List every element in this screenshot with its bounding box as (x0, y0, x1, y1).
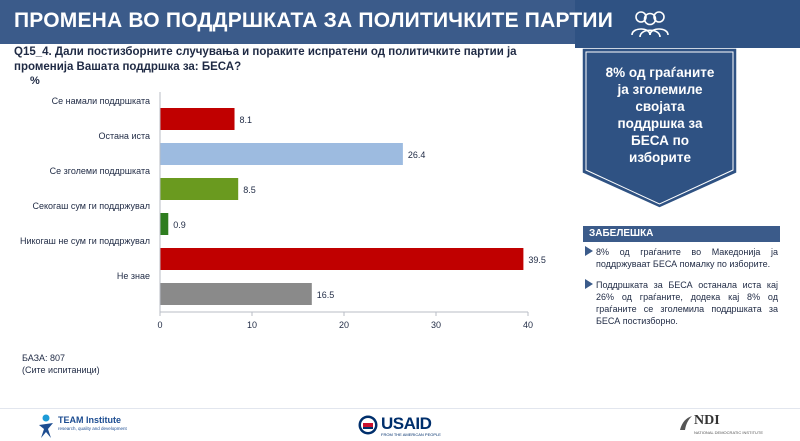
title-band-accent (575, 0, 800, 48)
x-tick-label: 20 (339, 320, 349, 330)
note-list: 8% од граѓаните во Македонија ја поддржу… (583, 246, 778, 336)
usaid-tagline: FROM THE AMERICAN PEOPLE (381, 432, 441, 437)
arrow-bullet-icon (585, 279, 593, 289)
note-item: 8% од граѓаните во Македонија ја поддржу… (583, 246, 778, 270)
ndi-tagline: NATIONAL DEMOCRATIC INSTITUTE (694, 430, 764, 435)
team-institute-name: TEAM Institute (58, 415, 121, 425)
data-label: 16.5 (317, 290, 335, 300)
note-item-text: Поддршката за БЕСА останала иста кај 26%… (596, 280, 778, 326)
usaid-seal-icon (358, 415, 378, 435)
people-icon (631, 11, 669, 38)
category-label: Не знае (117, 271, 150, 281)
base-description: (Сите испитаници) (22, 365, 100, 375)
category-label: Секогаш сум ги поддржувал (32, 201, 150, 211)
ndi-logo-icon (680, 416, 692, 430)
data-label: 39.5 (528, 255, 546, 265)
category-label: Никогаш не сум ги поддржувал (20, 236, 150, 246)
usaid-name: USAID (381, 414, 432, 433)
note-item-text: 8% од граѓаните во Македонија ја поддржу… (596, 247, 778, 269)
sample-base: БАЗА: 807 (Сите испитаници) (22, 352, 100, 376)
data-label: 26.4 (408, 150, 426, 160)
category-label: Се намали поддршката (52, 96, 150, 106)
note-item: Поддршката за БЕСА останала иста кај 26%… (583, 279, 778, 327)
category-label: Се зголеми поддршката (50, 166, 150, 176)
callout-banner (582, 48, 737, 208)
page-title: ПРОМЕНА ВО ПОДДРШКАТА ЗА ПОЛИТИЧКИТЕ ПАР… (14, 9, 614, 32)
bar (160, 248, 524, 270)
x-tick-label: 0 (157, 320, 162, 330)
ndi-name: NDI (694, 413, 720, 428)
team-institute-tagline: research, quality and development (58, 426, 127, 431)
bar (160, 213, 169, 235)
x-tick-label: 40 (523, 320, 533, 330)
footer-divider (0, 408, 800, 409)
y-axis-label: % (30, 75, 40, 87)
bar (160, 143, 403, 165)
bar (160, 178, 239, 200)
data-label: 0.9 (173, 220, 186, 230)
question-text: Q15_4. Дали постизборните случувања и по… (14, 46, 517, 73)
note-header: ЗАБЕЛЕШКА (583, 226, 780, 242)
bar (160, 283, 312, 305)
base-count: БАЗА: 807 (22, 353, 66, 363)
data-label: 8.1 (240, 115, 253, 125)
bar (160, 108, 235, 130)
data-label: 8.5 (243, 185, 256, 195)
category-label: Остана иста (98, 131, 150, 141)
bar-chart: % Се намали поддршката 8.1 Остана иста 26.4 С… (20, 75, 546, 330)
callout-text: 8% од граѓаните ја зголемиле својата под… (605, 65, 715, 165)
x-tick-label: 30 (431, 320, 441, 330)
team-institute-logo (39, 414, 53, 438)
arrow-bullet-icon (585, 246, 593, 256)
x-tick-label: 10 (247, 320, 257, 330)
